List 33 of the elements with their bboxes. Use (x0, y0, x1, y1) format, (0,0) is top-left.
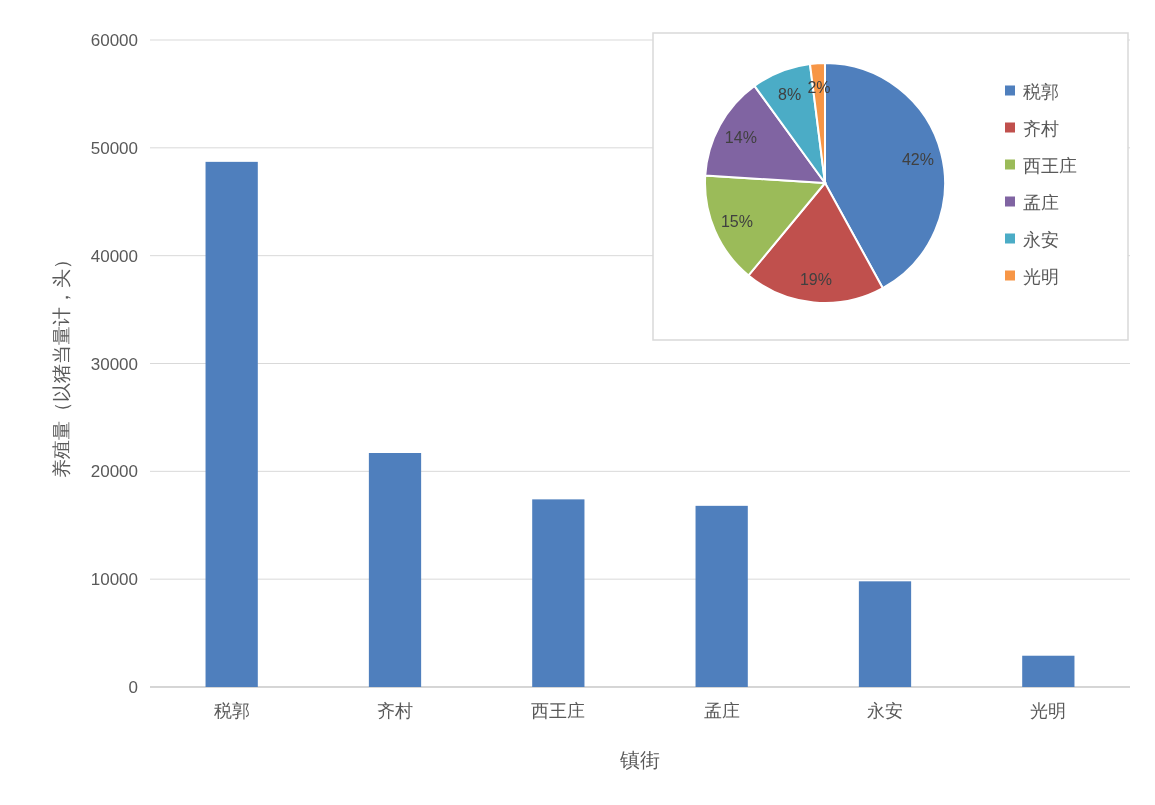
bar (532, 499, 585, 687)
legend-label: 永安 (1023, 229, 1059, 250)
legend-label: 孟庄 (1023, 192, 1059, 213)
bar (858, 581, 912, 687)
x-tick-label: 西王庄 (531, 701, 586, 721)
x-tick-label: 孟庄 (703, 701, 740, 721)
y-tick-label: 30000 (90, 354, 138, 374)
legend-label: 齐村 (1023, 118, 1059, 139)
y-tick-label: 10000 (90, 570, 138, 590)
x-tick-label: 税郭 (213, 701, 250, 721)
x-tick-label: 永安 (867, 701, 903, 721)
legend-label: 税郭 (1023, 81, 1059, 102)
legend-label: 西王庄 (1023, 155, 1077, 176)
bar (368, 453, 422, 687)
y-tick-label: 40000 (90, 246, 138, 266)
data-label: 42% (901, 151, 934, 169)
data-label: 2% (807, 79, 831, 97)
legend-label: 光明 (1023, 266, 1059, 287)
y-tick-label: 20000 (90, 462, 138, 482)
x-tick-label: 齐村 (377, 701, 413, 721)
data-label: 8% (778, 85, 802, 103)
x-axis-title: 镇街 (619, 749, 660, 771)
y-tick-label: 50000 (90, 138, 138, 158)
bar (1022, 655, 1075, 687)
y-tick-label: 0 (128, 678, 138, 697)
data-label: 19% (799, 270, 832, 288)
data-label: 15% (720, 213, 753, 231)
y-tick-label: 60000 (90, 31, 138, 50)
x-tick-label: 光明 (1030, 701, 1067, 721)
y-axis-title: 养殖量（以猪当量计，头） (51, 249, 72, 478)
bar (205, 161, 258, 687)
data-label: 14% (724, 128, 757, 146)
bar (695, 505, 748, 687)
